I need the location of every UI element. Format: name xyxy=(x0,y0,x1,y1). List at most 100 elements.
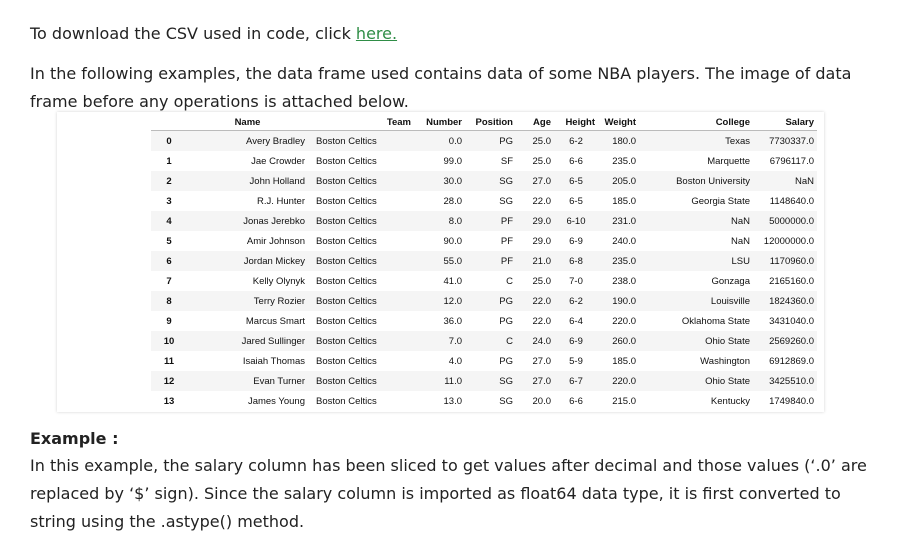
table-cell: 25.0 xyxy=(532,155,552,167)
table-cell: Boston Celtics xyxy=(316,275,377,287)
row-index: 4 xyxy=(151,211,187,231)
table-cell: 55.0 xyxy=(414,251,465,271)
table-cell: PG xyxy=(465,130,516,151)
description-paragraph: In the following examples, the data fram… xyxy=(30,64,852,111)
table-cell: Avery Bradley xyxy=(187,130,308,151)
table-cell: 190.0 xyxy=(598,291,639,311)
table-cell: 235.0 xyxy=(598,251,639,271)
table-cell: SG xyxy=(499,195,513,207)
column-header: Salary xyxy=(753,114,817,131)
table-cell: 12.0 xyxy=(414,291,465,311)
table-cell: Boston Celtics xyxy=(316,235,377,247)
table-cell: 6-8 xyxy=(554,251,598,271)
table-cell: 4.0 xyxy=(448,355,462,367)
table-row: 6 Jordan Mickey Boston Celtics 55.0 PF 21.0 6-… xyxy=(151,251,817,271)
table-cell: 6912869.0 xyxy=(769,355,814,367)
table-cell: Kentucky xyxy=(710,395,750,407)
table-cell: 1749840.0 xyxy=(769,395,814,407)
table-cell: 5000000.0 xyxy=(753,211,817,231)
table-cell: 27.0 xyxy=(532,355,552,367)
table-cell: Isaiah Thomas xyxy=(242,355,305,367)
table-cell: Boston Celtics xyxy=(308,291,414,311)
table-cell: Washington xyxy=(700,355,750,367)
row-index: 10 xyxy=(151,331,187,351)
table-cell: Terry Rozier xyxy=(187,291,308,311)
row-index: 8 xyxy=(151,291,187,311)
table-cell: 240.0 xyxy=(612,235,636,247)
table-cell: Jonas Jerebko xyxy=(187,211,308,231)
table-cell: 8.0 xyxy=(414,211,465,231)
table-cell: Boston Celtics xyxy=(316,195,377,207)
table-cell: 22.0 xyxy=(532,195,552,207)
table-cell: 30.0 xyxy=(414,171,465,191)
table-cell: Boston Celtics xyxy=(308,331,414,351)
table-cell: Boston Celtics xyxy=(316,355,377,367)
table-row: 2 John Holland Boston Celtics 30.0 SG 27.0 6-5… xyxy=(151,171,817,191)
column-header: Name xyxy=(187,114,308,131)
table-cell: Boston Celtics xyxy=(316,395,377,407)
table-cell: Marquette xyxy=(707,155,750,167)
table-cell: 260.0 xyxy=(598,331,639,351)
download-text: To download the CSV used in code, click xyxy=(30,24,356,43)
table-cell: PF xyxy=(465,211,516,231)
table-cell: 6-9 xyxy=(554,331,598,351)
table-cell: C xyxy=(506,275,513,287)
table-cell: 28.0 xyxy=(443,195,463,207)
table-cell: Gonzaga xyxy=(711,275,750,287)
table-cell: SG xyxy=(499,395,513,407)
table-cell: 6-4 xyxy=(569,315,583,327)
table-cell: Ohio State xyxy=(639,331,753,351)
table-cell: 7730337.0 xyxy=(753,130,817,151)
table-cell: 13.0 xyxy=(443,395,463,407)
row-index: 13 xyxy=(163,395,175,407)
table-cell: 205.0 xyxy=(598,171,639,191)
example-heading: Example : xyxy=(30,429,119,448)
row-index: 3 xyxy=(166,195,172,207)
table-cell: 220.0 xyxy=(598,371,639,391)
table-cell: 90.0 xyxy=(443,235,463,247)
table-cell: 27.0 xyxy=(516,371,554,391)
table-cell: 6796117.0 xyxy=(769,155,814,167)
table-row: 0 Avery Bradley Boston Celtics 0.0 PG 25.0 6-2… xyxy=(151,130,817,151)
table-cell: 3425510.0 xyxy=(753,371,817,391)
row-index: 7 xyxy=(166,275,172,287)
table-cell: SG xyxy=(465,171,516,191)
table-cell: 99.0 xyxy=(443,155,463,167)
table-cell: 24.0 xyxy=(516,331,554,351)
table-row: 10 Jared Sullinger Boston Celtics 7.0 C 24.0 6… xyxy=(151,331,817,351)
column-header: College xyxy=(639,114,753,131)
table-cell: 41.0 xyxy=(443,275,463,287)
column-header: Number xyxy=(414,114,465,131)
dataframe-image: Name Team Number Position Age Height Weight Col… xyxy=(57,112,824,412)
table-cell: 12000000.0 xyxy=(763,235,814,247)
table-cell: 6-2 xyxy=(554,130,598,151)
table-cell: Oklahoma State xyxy=(681,315,750,327)
table-cell: 29.0 xyxy=(532,235,552,247)
table-cell: 231.0 xyxy=(598,211,639,231)
table-cell: 27.0 xyxy=(516,171,554,191)
table-cell: NaN xyxy=(639,211,753,231)
table-cell: Boston Celtics xyxy=(308,130,414,151)
table-cell: Texas xyxy=(639,130,753,151)
table-cell: R.J. Hunter xyxy=(256,195,305,207)
table-cell: 235.0 xyxy=(612,155,636,167)
table-cell: Boston Celtics xyxy=(308,211,414,231)
table-cell: James Young xyxy=(247,395,305,407)
table-cell: SF xyxy=(500,155,513,167)
table-cell: 0.0 xyxy=(414,130,465,151)
table-cell: PF xyxy=(465,251,516,271)
column-header: Height xyxy=(554,114,598,131)
table-row: 5 Amir Johnson Boston Celtics 90.0 PF 29.0 6-9… xyxy=(151,231,817,251)
table-cell: 36.0 xyxy=(443,315,463,327)
table-cell: PG xyxy=(465,291,516,311)
table-cell: 25.0 xyxy=(516,130,554,151)
table-cell: 6-6 xyxy=(569,155,583,167)
download-link[interactable]: here. xyxy=(355,24,398,43)
table-cell: LSU xyxy=(639,251,753,271)
row-index: 0 xyxy=(151,130,187,151)
row-index: 9 xyxy=(166,315,172,327)
table-cell: PF xyxy=(500,235,513,247)
column-header: Weight xyxy=(598,114,639,131)
table-cell: 5-9 xyxy=(569,355,583,367)
